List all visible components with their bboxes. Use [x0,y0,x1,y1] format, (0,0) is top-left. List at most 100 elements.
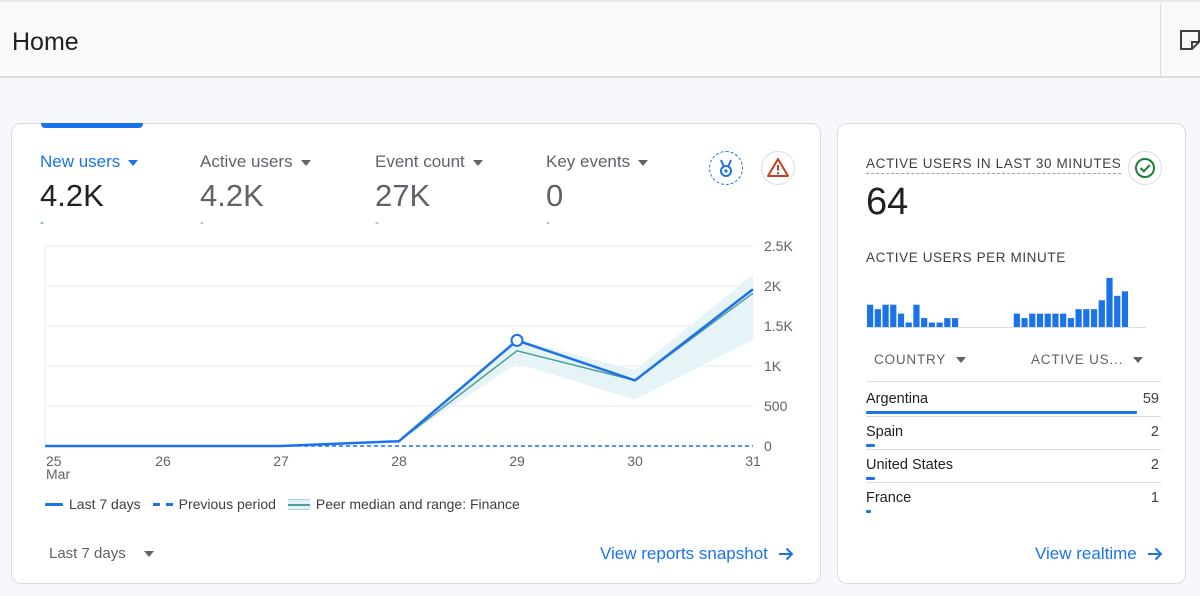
country-value: 2 [1150,424,1159,440]
per-minute-bar [874,309,881,327]
x-tick-label: 31 [745,453,761,469]
warning-icon[interactable] [761,151,795,185]
country-column-header[interactable]: COUNTRY [874,352,967,367]
legend-label: Peer median and range: Finance [315,496,520,512]
page-title: Home [12,28,79,56]
metric-delta: - [200,215,204,229]
metric-tab-key-events[interactable]: Key events 0 - [546,152,649,229]
view-reports-snapshot-link[interactable]: View reports snapshot [600,544,794,564]
country-share-bar [866,444,875,447]
legend-label: Last 7 days [69,496,141,512]
per-minute-bar [1114,295,1121,327]
per-minute-bar-chart [866,278,1146,328]
metric-label: Active users [200,152,293,171]
x-tick-label: 26 [155,453,171,469]
metric-tab-event-count[interactable]: Event count 27K - [375,152,483,228]
note-icon[interactable] [1178,28,1200,52]
row-divider [866,416,1161,417]
metric-delta: - [546,215,550,229]
caret-down-icon [1133,356,1144,363]
per-minute-bar [1021,318,1028,327]
per-minute-bar [913,304,920,327]
x-tick-sublabel: Mar [46,466,70,482]
legend-swatch-dashed [152,502,173,506]
caret-down-icon [472,160,483,166]
country-name: United States [866,457,954,473]
realtime-active-users-value: 64 [866,181,909,223]
caret-down-icon [956,356,967,363]
topbar-divider [1160,4,1161,78]
column-label: COUNTRY [874,352,947,367]
x-tick-label: 30 [627,453,643,469]
y-tick-label: 2.5K [764,238,793,254]
legend-swatch-solid [45,502,63,506]
caret-down-icon [143,550,154,557]
metric-value: 4.2K [40,178,104,213]
arrow-right-icon [778,547,794,561]
row-divider [866,482,1161,483]
table-row[interactable]: Spain 2 [866,416,1161,450]
per-minute-bar [1090,309,1098,327]
per-minute-bar [905,322,912,327]
realtime-title[interactable]: ACTIVE USERS IN LAST 30 MINUTES [866,156,1122,174]
date-range-selector[interactable]: Last 7 days [49,545,154,562]
series-line-last-7-days [45,288,754,448]
country-share-bar [866,477,875,480]
overview-card: New users 4.2K - Active users 4.2K - Eve… [11,123,821,584]
per-minute-bar [1036,313,1044,327]
metric-tab-new-users[interactable]: New users 4.2K - [40,152,139,229]
y-tick-label: 1.5K [764,318,793,334]
legend-item-previous-period: Previous period [152,496,276,512]
caret-down-icon [128,160,139,166]
legend-swatch-range [287,498,310,510]
country-name: Argentina [866,391,929,407]
country-value: 1 [1150,490,1159,506]
link-label: View reports snapshot [600,544,768,563]
table-row[interactable]: United States 2 [866,449,1161,483]
table-row[interactable]: France 1 [866,482,1161,515]
chart-legend: Last 7 days Previous period Peer median … [45,496,532,512]
highlighted-data-point [510,333,524,347]
x-tick-label: 25 [46,453,62,469]
country-value: 2 [1150,457,1159,473]
per-minute-bar [1098,300,1105,327]
selected-tab-indicator [41,123,143,128]
per-minute-bar [936,322,943,327]
check-circle-icon[interactable] [1128,151,1162,185]
active-users-column-header[interactable]: ACTIVE US... [1031,352,1144,367]
legend-label: Previous period [178,496,276,512]
per-minute-bar [921,318,928,327]
per-minute-bar [1067,318,1074,327]
per-minute-bar [882,304,889,327]
column-label: ACTIVE US... [1031,352,1124,367]
y-tick-label: 500 [764,398,788,414]
per-minute-bar [1060,313,1067,327]
metric-delta: - [40,215,44,229]
view-realtime-link[interactable]: View realtime [1035,544,1163,564]
line-chart: 2.5K 2K 1.5K 1K 500 0 25 26 27 28 29 30 31 Mar [44,238,793,482]
country-share-bar [866,510,871,513]
top-bar: Home [0,0,1200,78]
award-icon[interactable] [709,151,743,185]
metric-value: 0 [546,178,564,213]
x-tick-label: 28 [391,453,407,469]
country-share-bar [866,411,1138,414]
realtime-per-minute-title: ACTIVE USERS PER MINUTE [866,250,1066,265]
metric-value: 4.2K [200,178,264,213]
metric-tab-active-users[interactable]: Active users 4.2K - [200,152,311,228]
metric-delta: - [375,215,379,229]
metric-value: 27K [375,178,431,213]
caret-down-icon [300,160,311,166]
x-tick-label: 27 [273,453,289,469]
per-minute-bar [944,318,951,327]
x-tick-label: 29 [509,453,525,469]
per-minute-bar [1052,313,1059,327]
per-minute-bar [1029,313,1036,327]
y-tick-label: 0 [764,438,772,454]
metric-label: New users [40,152,121,171]
per-minute-bar [1075,309,1082,327]
per-minute-bar [1106,278,1113,327]
metric-label: Key events [546,152,631,171]
per-minute-bar [897,313,905,327]
table-row[interactable]: Argentina 59 [866,383,1161,417]
